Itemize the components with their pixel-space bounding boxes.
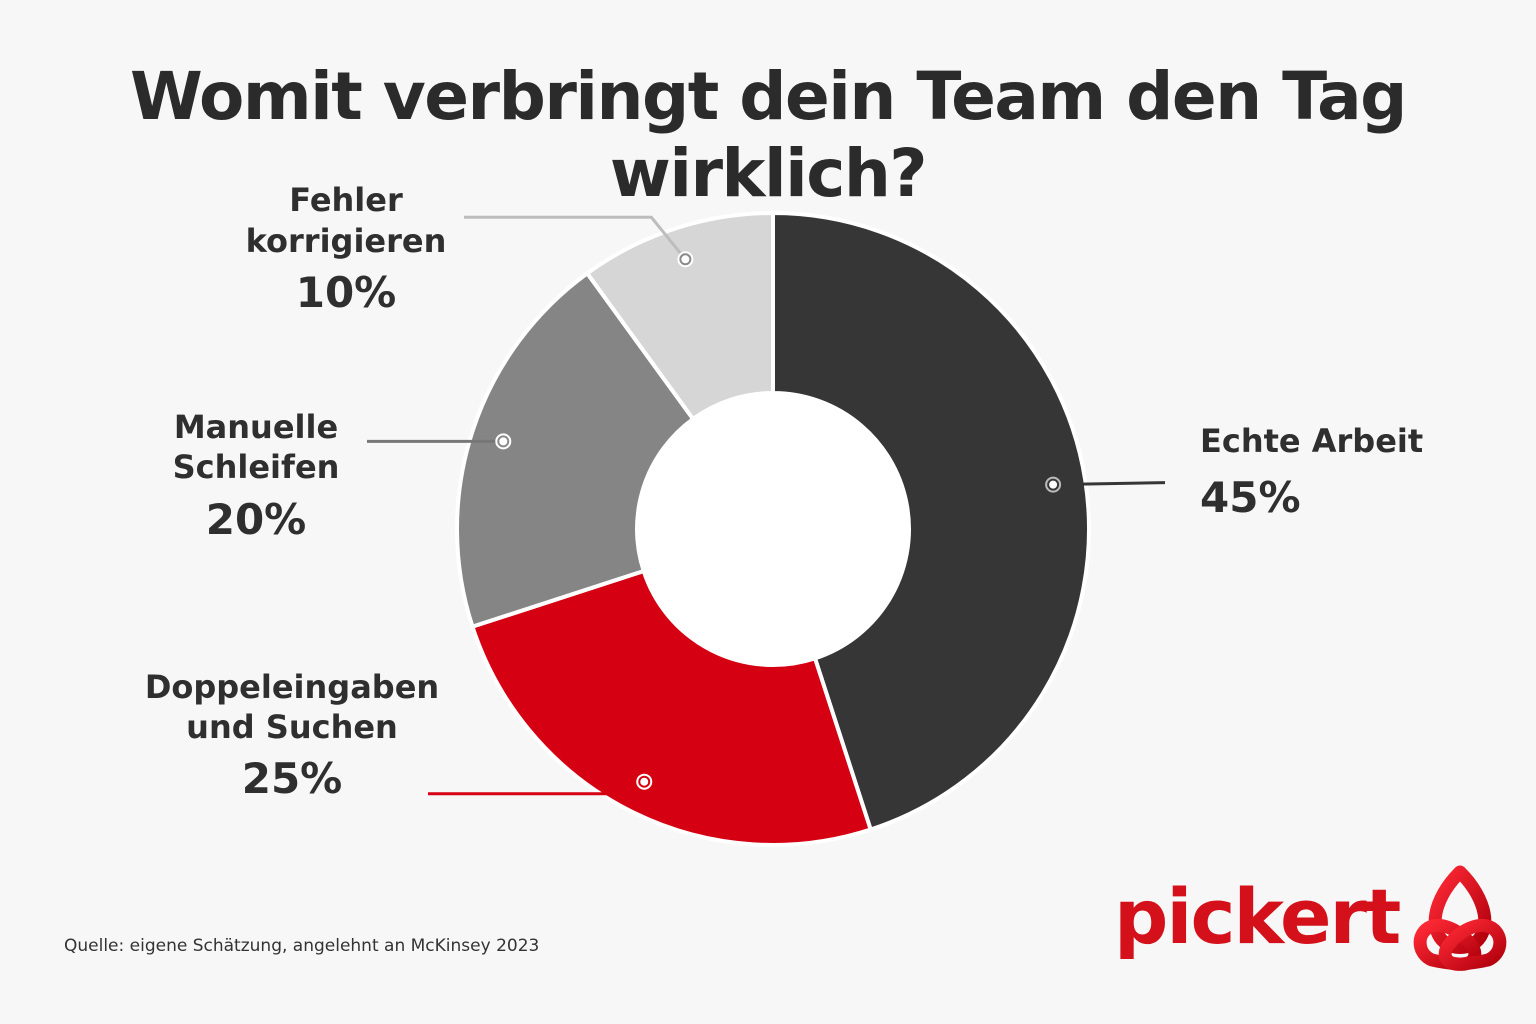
- slice-label: und Suchen: [186, 708, 398, 746]
- donut-hole: [637, 393, 909, 665]
- brand-logo[interactable]: pickert: [1114, 862, 1514, 972]
- slice-label: Fehler: [289, 181, 403, 219]
- leader-line: [464, 215, 687, 261]
- slice-label: Schleifen: [173, 448, 340, 486]
- slice-label: Echte Arbeit: [1200, 422, 1423, 460]
- leader-dot-inner: [497, 435, 510, 448]
- brand-wordmark: pickert: [1114, 872, 1401, 961]
- leader-dot-inner: [638, 775, 651, 788]
- leader-dot-inner: [1047, 478, 1060, 491]
- pickert-trefoil-logo-icon: [1413, 865, 1507, 971]
- slice-value-label: 20%: [206, 495, 307, 544]
- slice-value-label: 45%: [1200, 473, 1301, 522]
- source-note: Quelle: eigene Schätzung, angelehnt an M…: [64, 936, 540, 956]
- leader-lines: [367, 215, 1166, 796]
- chart-title: Womit verbringt dein Team den Tag wirkli…: [130, 58, 1407, 212]
- slice-label: Manuelle: [174, 408, 338, 446]
- slice-value-label: 10%: [296, 268, 397, 317]
- leader-line: [1053, 481, 1166, 487]
- slice-label: Doppeleingaben: [145, 668, 439, 706]
- slice-label: korrigieren: [246, 222, 447, 260]
- donut-slices: [455, 210, 1091, 847]
- slice-value-label: 25%: [242, 754, 343, 803]
- leader-dot-inner: [679, 253, 692, 266]
